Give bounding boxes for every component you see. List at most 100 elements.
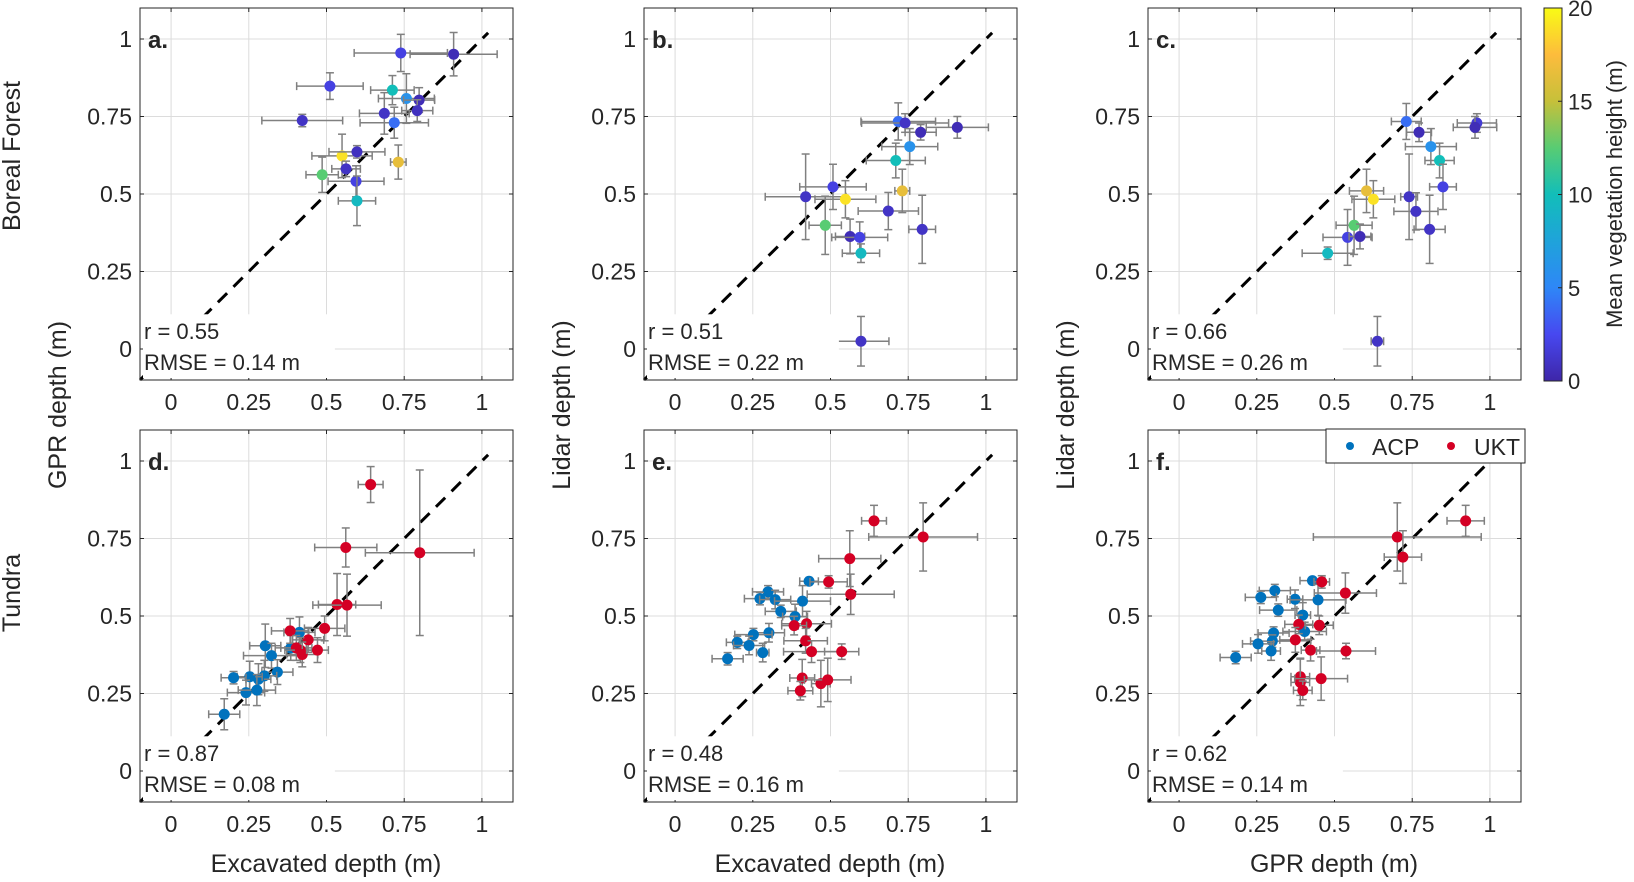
marker (259, 640, 271, 652)
stat-rmse: RMSE = 0.16 m (648, 772, 804, 797)
marker (1255, 591, 1267, 603)
colorbar-tick-label: 10 (1568, 183, 1592, 208)
marker (1316, 576, 1328, 588)
data-point (1370, 315, 1385, 367)
y-tick-label: 0.75 (87, 104, 132, 130)
stat-rmse: RMSE = 0.26 m (1152, 350, 1308, 375)
marker (1322, 247, 1334, 259)
y-tick-label: 0 (1127, 758, 1140, 784)
marker (1339, 587, 1351, 599)
y-tick-label: 0 (623, 336, 636, 362)
stat-rmse: RMSE = 0.22 m (648, 350, 804, 375)
axes-frame (1147, 7, 1522, 381)
y-tick-label: 0 (623, 758, 636, 784)
x-tick-label: 1 (980, 389, 993, 415)
one-to-one-line (642, 31, 994, 382)
stat-rmse: RMSE = 0.08 m (144, 772, 300, 797)
marker (1297, 609, 1309, 621)
x-tick-label: 0 (165, 389, 178, 415)
marker (340, 163, 352, 175)
marker (1371, 335, 1383, 347)
marker (319, 622, 331, 634)
y-tick-label: 0.5 (1108, 181, 1140, 207)
data-point (841, 243, 881, 264)
marker (1315, 673, 1327, 685)
marker (951, 121, 963, 133)
y-tick-label: 0 (1127, 336, 1140, 362)
marker (400, 93, 412, 105)
data-point (358, 91, 410, 135)
marker (1410, 205, 1422, 217)
stat-r: r = 0.55 (144, 319, 219, 344)
marker (296, 115, 308, 127)
y-tick-label: 0.5 (100, 181, 132, 207)
data-point (305, 636, 330, 664)
marker (882, 205, 894, 217)
data-point (1289, 583, 1347, 617)
y-axis-label-gpr: GPR depth (m) (44, 321, 72, 489)
data-point (409, 31, 498, 77)
data-point (764, 153, 847, 241)
data-point (1313, 572, 1378, 614)
y-tick-label: 0.75 (1095, 104, 1140, 130)
data-point (1383, 530, 1423, 585)
marker (395, 47, 407, 59)
y-tick-label: 0.25 (1095, 681, 1140, 707)
data-point (814, 179, 877, 219)
marker (228, 672, 240, 684)
stat-r: r = 0.66 (1152, 319, 1227, 344)
marker (757, 647, 769, 659)
x-tick-label: 0.5 (1319, 389, 1351, 415)
panel-d: 0 0.25 0.5 0.75 1 0 0.25 0.5 0.75 1 r = 0.87 RMSE =… (87, 429, 514, 837)
data-point (400, 99, 434, 123)
colorbar-tick-label: 20 (1568, 0, 1592, 21)
x-tick-label: 0 (669, 389, 682, 415)
marker (775, 605, 787, 617)
data-point (357, 465, 384, 504)
x-axis-label-e: Excavated depth (m) (715, 850, 946, 878)
legend-label-acp: ACP (1372, 434, 1419, 460)
y-tick-label: 0.25 (591, 259, 636, 285)
data-point (1335, 195, 1373, 256)
marker (899, 117, 911, 129)
x-tick-label: 0.5 (311, 811, 343, 837)
data-point (894, 168, 911, 214)
marker (316, 169, 328, 181)
y-tick-label: 0.5 (604, 181, 636, 207)
panel-letter: e. (652, 449, 672, 476)
y-tick-label: 0.5 (604, 603, 636, 629)
x-tick-label: 0.25 (226, 811, 271, 837)
y-tick-label: 0.5 (1108, 603, 1140, 629)
data-point (1292, 680, 1313, 701)
stat-rmse: RMSE = 0.14 m (144, 350, 300, 375)
legend-box (1325, 428, 1526, 464)
marker (1342, 231, 1354, 243)
y-tick-label: 0.25 (87, 259, 132, 285)
y-tick-label: 0.75 (591, 526, 636, 552)
data-point (1304, 615, 1335, 636)
legend-label-ukt: UKT (1474, 434, 1520, 460)
data-point (359, 106, 430, 139)
axes-frame (643, 7, 1018, 381)
marker (1367, 193, 1379, 205)
stats-box (1151, 736, 1343, 800)
data-point (734, 627, 773, 642)
y-tick-label: 1 (119, 448, 132, 474)
marker (722, 653, 734, 665)
colorbar-label: Mean vegetation height (m) (1602, 60, 1627, 328)
data-point (1315, 642, 1377, 660)
y-tick-label: 1 (623, 448, 636, 474)
data-point (1348, 223, 1372, 250)
one-to-one-line (642, 453, 994, 804)
marker (822, 674, 834, 686)
marker (855, 247, 867, 259)
panel-letter: c. (1156, 27, 1176, 54)
marker (1424, 223, 1436, 235)
colorbar-tick-label: 0 (1568, 369, 1580, 394)
data-point (1404, 127, 1458, 166)
data-point (860, 102, 937, 141)
marker (1437, 181, 1449, 193)
data-point (1428, 163, 1458, 211)
data-point (1261, 640, 1282, 662)
